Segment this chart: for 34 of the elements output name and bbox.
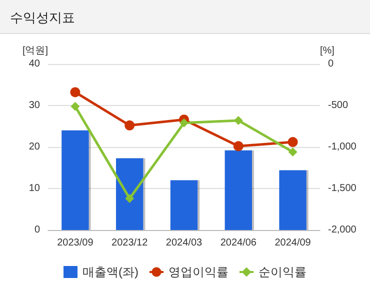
point bbox=[180, 118, 188, 128]
y2-tick-label: -2,000 bbox=[328, 224, 357, 236]
x-tick-label: 2024/06 bbox=[220, 238, 257, 248]
point bbox=[125, 194, 134, 203]
x-tick-label: 2024/09 bbox=[274, 238, 312, 248]
x-tick-label: 2024/03 bbox=[166, 238, 203, 248]
bar bbox=[62, 130, 89, 230]
y2-axis-title: [%] bbox=[320, 46, 335, 56]
bar bbox=[224, 150, 252, 230]
point bbox=[288, 147, 298, 156]
y-tick-label: 20 bbox=[28, 142, 40, 152]
y-axis-title: [억원] bbox=[22, 46, 48, 56]
bar bbox=[116, 158, 144, 230]
x-tick-label: 2023/12 bbox=[112, 238, 148, 248]
point bbox=[288, 137, 298, 148]
bar bbox=[279, 170, 306, 230]
legend-label: 순이익률 bbox=[258, 265, 306, 279]
bar bbox=[170, 180, 198, 230]
x-tick-label: 2023/09 bbox=[57, 238, 94, 248]
y-tick-label: 30 bbox=[28, 100, 40, 111]
y-tick-label: 10 bbox=[28, 183, 40, 194]
y2-tick-label: -1,000 bbox=[328, 142, 357, 152]
y2-tick-label: -1,500 bbox=[328, 183, 357, 194]
chart-title: 수익성지표 bbox=[0, 0, 370, 34]
point bbox=[233, 141, 244, 152]
point bbox=[70, 87, 80, 98]
point bbox=[124, 120, 135, 130]
legend-label: 매출액(좌) bbox=[82, 265, 139, 279]
y2-tick-label: -500 bbox=[328, 100, 348, 111]
y-tick-label: 40 bbox=[28, 58, 40, 70]
y2-tick-label: 0 bbox=[328, 58, 334, 70]
legend-label: 영업이익률 bbox=[168, 265, 228, 279]
y-tick-label: 0 bbox=[34, 224, 40, 236]
point bbox=[70, 102, 80, 111]
